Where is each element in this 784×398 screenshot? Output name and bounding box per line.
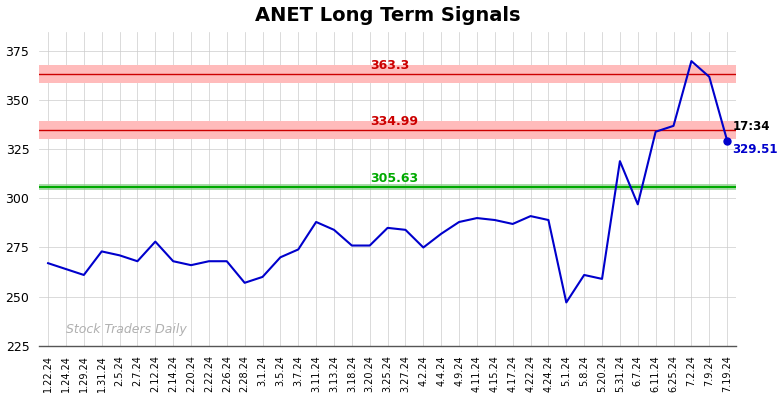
Text: 305.63: 305.63 <box>370 172 418 185</box>
Text: 363.3: 363.3 <box>370 59 409 72</box>
Bar <box>39 121 736 139</box>
Bar <box>39 65 736 83</box>
Text: 334.99: 334.99 <box>370 115 418 128</box>
Text: 329.51: 329.51 <box>732 142 778 156</box>
Text: 17:34: 17:34 <box>732 120 770 133</box>
Text: Stock Traders Daily: Stock Traders Daily <box>66 323 187 336</box>
Title: ANET Long Term Signals: ANET Long Term Signals <box>255 6 521 25</box>
Bar <box>39 184 736 190</box>
